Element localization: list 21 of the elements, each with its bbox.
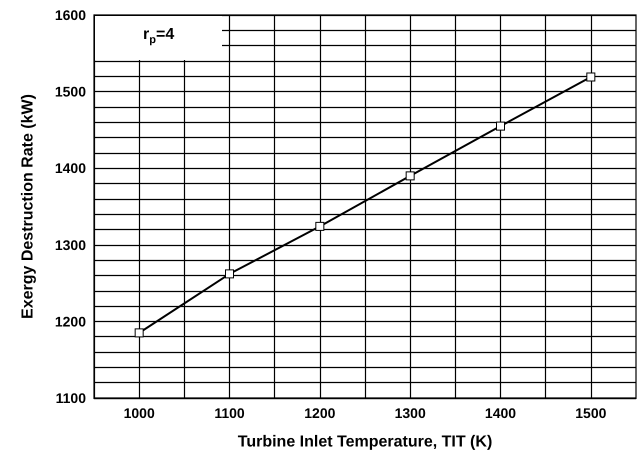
x-axis-title: Turbine Inlet Temperature, TIT (K) <box>238 434 492 450</box>
y-tick-label: 1400 <box>54 160 86 176</box>
y-axis-title: Exergy Destruction Rate (kW) <box>20 94 36 319</box>
x-tick-label: 1300 <box>394 405 426 421</box>
y-tick-label: 1200 <box>54 313 86 330</box>
x-tick-label: 1100 <box>214 405 245 421</box>
x-tick-label: 1500 <box>575 405 607 421</box>
point <box>406 171 415 180</box>
x-tick-label: 1000 <box>124 405 155 421</box>
y-tick-label: 1300 <box>54 236 86 253</box>
point <box>586 72 596 82</box>
point <box>496 122 505 131</box>
point <box>315 222 324 231</box>
point <box>225 269 234 278</box>
y-tick-label: 1500 <box>54 84 86 100</box>
x-tick-label: 1200 <box>304 405 336 421</box>
y-tick-label: 1600 <box>54 7 86 23</box>
point <box>134 328 144 338</box>
annotation: r$_{p}$=4 <box>143 26 174 46</box>
x-tick-label: 1400 <box>484 405 516 421</box>
y-tick-label: 1100 <box>56 390 86 406</box>
